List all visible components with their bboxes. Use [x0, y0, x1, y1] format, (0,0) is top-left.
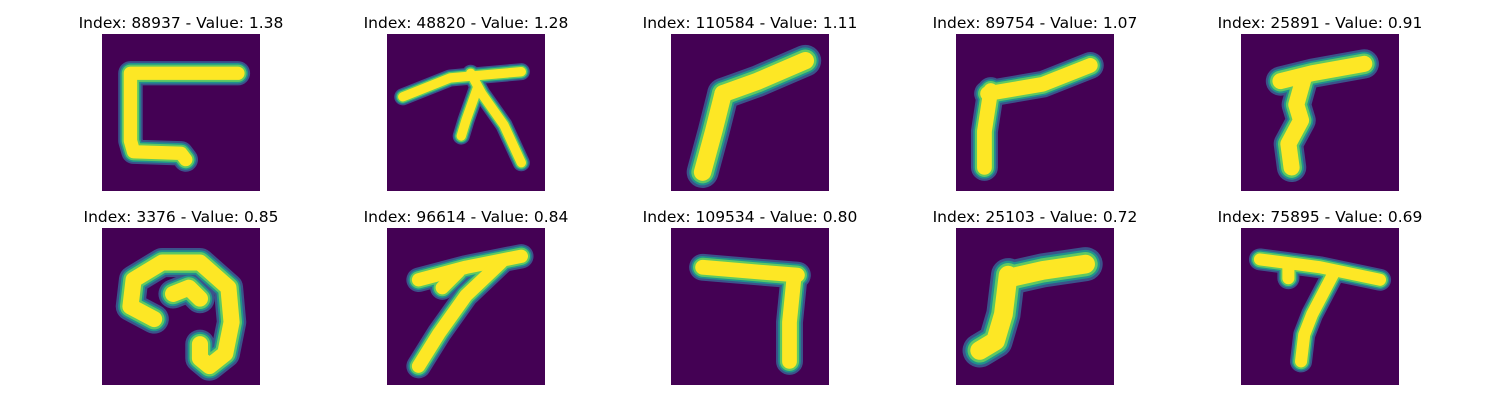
heatmap-image [671, 228, 829, 385]
heatmap-image [387, 34, 545, 191]
panel-title: Index: 75895 - Value: 0.69 [1217, 208, 1423, 226]
panel-title: Index: 3376 - Value: 0.85 [83, 208, 279, 226]
glyph-stroke [998, 254, 1095, 288]
glyph-stroke [980, 58, 1098, 101]
glyph-seven-stroke [689, 253, 811, 375]
glyph-branching-stroke [394, 63, 530, 172]
glyph-curled-stroke [115, 247, 247, 381]
panel-title: Index: 110584 - Value: 1.11 [642, 14, 858, 32]
glyph-stroke [693, 84, 732, 181]
glyph-stroke [714, 52, 815, 103]
panel-title: Index: 25891 - Value: 0.91 [1217, 14, 1423, 32]
panel-title: Index: 89754 - Value: 1.07 [932, 14, 1138, 32]
glyph-stroke [782, 267, 802, 369]
heatmap-image [956, 228, 1114, 385]
glyph-stroke [1272, 55, 1373, 90]
glyph-open-rectangle-stroke [118, 61, 251, 172]
glyph-stroke [411, 255, 508, 373]
glyph-stroke [977, 83, 999, 175]
panel-title: Index: 88937 - Value: 1.38 [78, 14, 284, 32]
glyph-long-seven-stroke [406, 244, 534, 379]
heatmap-image [956, 34, 1114, 191]
glyph-stroke [466, 68, 527, 168]
heatmap-image [102, 34, 260, 191]
glyph-diagonal-seven-stroke [686, 44, 822, 188]
image-background [671, 228, 829, 385]
glyph-stroke [456, 84, 482, 141]
glyph-stroke [435, 265, 465, 295]
panel-title: Index: 109534 - Value: 0.80 [642, 208, 858, 226]
heatmap-image [387, 228, 545, 385]
glyph-stroke [398, 67, 527, 102]
glyph-stroke [122, 254, 240, 375]
glyph-stroke [165, 279, 209, 307]
glyph-stroke [970, 265, 1018, 360]
glyph-stroke [695, 259, 805, 283]
glyph-angled-stroke [962, 247, 1103, 368]
glyph-angled-stroke [970, 52, 1104, 181]
glyph-wavy-vertical-stroke [1265, 49, 1379, 183]
panel-title: Index: 96614 - Value: 0.84 [363, 208, 569, 226]
heatmap-image [1241, 34, 1399, 191]
heatmap-image [671, 34, 829, 191]
glyph-stroke [1280, 68, 1313, 176]
glyph-stroke [1253, 253, 1387, 286]
heatmap-image [102, 228, 260, 385]
panel-title: Index: 48820 - Value: 1.28 [363, 14, 569, 32]
glyph-stroke [123, 66, 245, 167]
heatmap-image [1241, 228, 1399, 385]
panel-title: Index: 25103 - Value: 0.72 [932, 208, 1138, 226]
glyph-seven-stroke [1248, 248, 1392, 373]
glyph-stroke [1294, 269, 1339, 368]
